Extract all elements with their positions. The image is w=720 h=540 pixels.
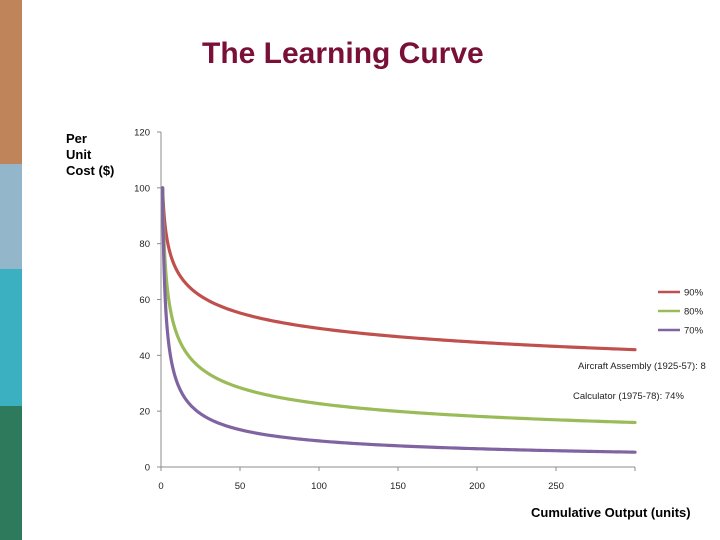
y-tick-label: 120 bbox=[134, 128, 150, 139]
y-axis-label-line: Unit bbox=[66, 147, 92, 162]
y-axis-label: Per Unit Cost ($) bbox=[66, 131, 114, 178]
y-tick-label: 0 bbox=[145, 463, 150, 474]
legend-label-70pct: 70% bbox=[684, 326, 704, 337]
x-tick-label: 0 bbox=[158, 481, 163, 492]
y-tick-label: 100 bbox=[134, 183, 150, 194]
sidebar-band-4 bbox=[0, 406, 22, 540]
x-tick-label: 250 bbox=[548, 481, 564, 492]
legend-label-80pct: 80% bbox=[684, 307, 704, 318]
annotation-calculator: Calculator (1975-78): 74% bbox=[573, 391, 684, 402]
y-tick-label: 80 bbox=[139, 239, 150, 250]
sidebar-color-bands bbox=[0, 0, 22, 540]
x-axis-label: Cumulative Output (units) bbox=[531, 505, 691, 520]
y-axis-label-line: Per bbox=[66, 131, 87, 146]
y-axis-label-line: Cost ($) bbox=[66, 163, 114, 178]
x-tick-label: 50 bbox=[235, 481, 246, 492]
sidebar-band-2 bbox=[0, 164, 22, 269]
x-tick-label: 200 bbox=[469, 481, 485, 492]
annotation-aircraft-assembly: Aircraft Assembly (1925-57): 8 bbox=[578, 361, 706, 372]
legend-label-90pct: 90% bbox=[684, 288, 704, 299]
series-line-70pct bbox=[160, 186, 637, 454]
series-line-90pct bbox=[160, 186, 637, 352]
x-tick-label: 100 bbox=[311, 481, 327, 492]
y-tick-label: 20 bbox=[139, 407, 150, 418]
sidebar-band-3 bbox=[0, 269, 22, 406]
plot-area bbox=[161, 132, 635, 467]
slide-title: The Learning Curve bbox=[202, 37, 484, 70]
series-line-80pct bbox=[160, 186, 637, 425]
y-tick-label: 60 bbox=[139, 295, 150, 306]
y-tick-label: 40 bbox=[139, 351, 150, 362]
x-tick-label: 150 bbox=[390, 481, 406, 492]
sidebar-band-1 bbox=[0, 0, 22, 164]
